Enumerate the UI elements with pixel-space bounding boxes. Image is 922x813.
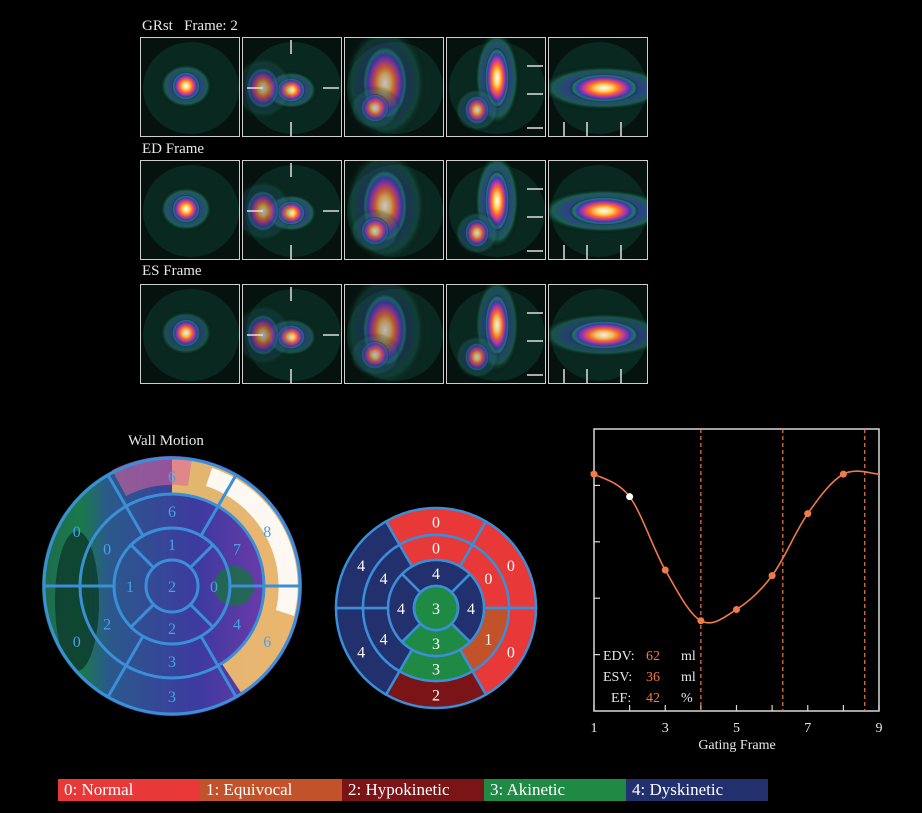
- segment-score-label: 0: [507, 644, 515, 661]
- x-tick-label: 7: [804, 721, 811, 736]
- segment-score-label: 7: [233, 542, 241, 559]
- segment-score-label: 6: [263, 634, 271, 651]
- slice-panel: [344, 160, 444, 260]
- data-point: [804, 510, 812, 518]
- segment-score-label: 0: [484, 571, 492, 588]
- segment-score-label: 1: [168, 537, 176, 554]
- volume-curve-chart: 1 3 5 7 9 Gating Frame EDV: 62 ml ESV: 36 ml…: [590, 428, 883, 753]
- slice-panel: [344, 284, 444, 384]
- slice-panel: [242, 284, 342, 384]
- segment-score-label: 0: [432, 541, 440, 558]
- segment-score-label: 3: [432, 601, 440, 618]
- x-tick-label: 1: [591, 721, 598, 736]
- segment-score-label: 3: [168, 654, 176, 671]
- data-point: [839, 470, 847, 478]
- segment-score-label: 4: [397, 601, 405, 618]
- esv-label: ESV:: [603, 670, 632, 685]
- segment-score-label: 2: [103, 617, 111, 634]
- slice-panel: [446, 284, 546, 384]
- wall-motion-title: Wall Motion: [128, 433, 204, 449]
- legend-item: 0: Normal: [58, 779, 200, 801]
- segment-score-label: 4: [233, 617, 241, 634]
- current-frame-point: [626, 493, 634, 501]
- row-label-grst: GRst Frame: 2: [142, 18, 238, 34]
- segment-score-label: 0: [507, 558, 515, 575]
- data-point: [697, 617, 705, 625]
- slice-row-es: [140, 284, 650, 384]
- segment-score-label: 8: [263, 524, 271, 541]
- x-tick-label: 9: [876, 721, 883, 736]
- segment-score-label: 3: [168, 689, 176, 706]
- segment-score-label: 6: [168, 469, 176, 486]
- segment-score-label: 4: [380, 631, 388, 648]
- segment-score-label: 6: [168, 504, 176, 521]
- esv-unit: ml: [681, 670, 696, 685]
- slice-panel: [242, 37, 342, 137]
- legend-item: 1: Equivocal: [200, 779, 342, 801]
- data-point: [590, 470, 598, 478]
- slice-panel: [140, 160, 240, 260]
- slice-row-ed: [140, 160, 650, 260]
- segment-score-label: 0: [73, 634, 81, 651]
- wall-motion-polar-map: 6 8 6 3 0 0 6 7 4 3 2 0 1 0 2 1 2: [42, 456, 302, 716]
- data-point: [768, 572, 776, 580]
- segment-score-label: 4: [357, 558, 365, 575]
- segment-score-label: 3: [432, 662, 440, 679]
- esv-value: 36: [646, 670, 660, 685]
- row-label-ed: ED Frame: [142, 141, 205, 157]
- x-axis-label: Gating Frame: [698, 738, 775, 753]
- slice-panel: [446, 37, 546, 137]
- segment-score-label: 2: [168, 621, 176, 638]
- legend-item: 4: Dyskinetic: [626, 779, 768, 801]
- slice-panel: [446, 160, 546, 260]
- x-tick-label: 3: [662, 721, 669, 736]
- segment-score-label: 0: [210, 579, 218, 596]
- data-point: [733, 605, 740, 613]
- segment-score-label: 1: [126, 579, 134, 596]
- segment-score-label: 4: [432, 566, 440, 583]
- segment-score-label: 3: [432, 636, 440, 653]
- segment-score-label: 0: [103, 542, 111, 559]
- slice-panel: [242, 160, 342, 260]
- row-label-es: ES Frame: [142, 263, 202, 279]
- segment-score-label: 4: [467, 601, 475, 618]
- slice-panel: [140, 284, 240, 384]
- segment-score-label: 0: [73, 524, 81, 541]
- segment-score-label: 0: [432, 515, 440, 532]
- legend-item: 3: Akinetic: [484, 779, 626, 801]
- legend-item: 2: Hypokinetic: [342, 779, 484, 801]
- segment-score-label: 4: [357, 644, 365, 661]
- edv-unit: ml: [681, 649, 696, 664]
- data-point: [661, 566, 669, 574]
- ef-unit: %: [681, 691, 693, 706]
- edv-label: EDV:: [603, 649, 635, 664]
- slice-panel: [548, 37, 648, 137]
- volume-series-line: [590, 470, 880, 624]
- slice-panel: [344, 37, 444, 137]
- ef-label: EF:: [611, 691, 631, 706]
- score-legend: 0: Normal 1: Equivocal 2: Hypokinetic 3: Ak…: [58, 779, 768, 801]
- slice-row-grst: [140, 37, 650, 137]
- segment-score-label: 2: [432, 688, 440, 705]
- segment-score-label: 1: [484, 631, 492, 648]
- edv-value: 62: [646, 649, 660, 664]
- slice-panel: [548, 284, 648, 384]
- segment-score-label: 4: [380, 571, 388, 588]
- segment-score-label: 2: [168, 579, 176, 596]
- score-segment-apex: [412, 584, 460, 632]
- slice-panel: [548, 160, 648, 260]
- x-tick-label: 5: [733, 721, 740, 736]
- slice-panel: [140, 37, 240, 137]
- ef-value: 42: [646, 691, 660, 706]
